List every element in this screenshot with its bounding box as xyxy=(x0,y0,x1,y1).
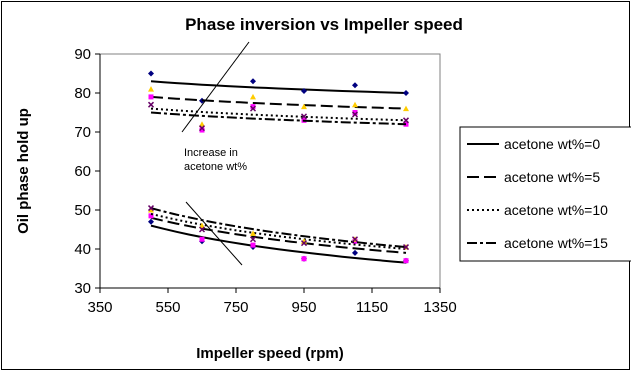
data-point xyxy=(352,101,358,108)
y-tick-label: 70 xyxy=(74,124,91,141)
legend: acetone wt%=0 acetone wt%=5 acetone wt%=10… xyxy=(459,126,631,262)
chart-title: Phase inversion vs Impeller speed xyxy=(185,15,463,34)
trend-line-lower xyxy=(150,212,407,250)
data-point xyxy=(351,236,359,243)
x-tick-label: 350 xyxy=(87,299,112,316)
data-point xyxy=(301,88,307,95)
data-point xyxy=(250,104,256,110)
trend-line-lower xyxy=(150,224,407,264)
chart-marks xyxy=(147,70,410,264)
data-point xyxy=(402,244,410,251)
annotation: Increase in acetone wt% xyxy=(181,41,250,266)
y-axis-label: Oil phase hold up xyxy=(15,108,32,234)
data-point xyxy=(301,103,307,110)
trend-line-upper xyxy=(150,95,407,110)
data-point xyxy=(351,111,359,118)
y-tick-label: 40 xyxy=(74,241,91,258)
data-point xyxy=(199,222,205,229)
trend-line-upper xyxy=(150,80,407,94)
data-point xyxy=(301,256,307,262)
trend-line-lower xyxy=(150,207,407,249)
data-point xyxy=(199,121,205,127)
data-point xyxy=(352,110,358,115)
annotation-arrow-lower xyxy=(185,201,243,266)
data-point xyxy=(148,207,154,213)
data-point xyxy=(148,213,154,219)
data-point xyxy=(403,90,409,96)
data-point xyxy=(300,113,308,120)
legend-label-3: acetone wt%=15 xyxy=(504,235,608,251)
data-point xyxy=(352,82,358,89)
trend-line-upper xyxy=(150,111,407,126)
data-point xyxy=(352,249,358,256)
x-axis-label: Impeller speed (rpm) xyxy=(196,345,344,362)
annotation-text: Increase in acetone wt% xyxy=(184,147,247,173)
data-point xyxy=(249,105,257,112)
data-point xyxy=(198,125,206,132)
x-tick-label: 1350 xyxy=(423,299,456,316)
axes: 30 40 50 60 70 80 90 350 550 750 950 1150 1350 xyxy=(74,46,456,316)
data-point xyxy=(250,78,256,85)
annotation-line: acetone wt% xyxy=(184,161,247,173)
x-tick-label: 750 xyxy=(223,299,248,316)
data-point xyxy=(199,236,205,242)
annotation-line: Increase in xyxy=(184,147,238,159)
data-point xyxy=(147,205,155,212)
y-tick-label: 80 xyxy=(74,85,91,102)
series-1 xyxy=(148,94,409,264)
data-point xyxy=(148,94,154,100)
y-tick-label: 90 xyxy=(74,46,91,63)
x-tick-label: 1150 xyxy=(356,299,388,316)
data-point xyxy=(402,117,410,124)
data-point xyxy=(250,230,256,236)
y-tick-label: 30 xyxy=(74,280,91,297)
trend-line-lower xyxy=(150,216,407,254)
legend-label-2: acetone wt%=10 xyxy=(504,202,608,218)
y-tick-label: 60 xyxy=(74,163,91,180)
data-point xyxy=(198,226,206,233)
data-point xyxy=(148,86,154,92)
data-point xyxy=(148,218,154,225)
data-point xyxy=(199,127,205,133)
data-point xyxy=(250,242,256,248)
data-point xyxy=(148,70,154,77)
legend-label-1: acetone wt%=5 xyxy=(504,169,600,185)
data-point xyxy=(250,93,256,100)
data-point xyxy=(403,105,409,112)
data-point xyxy=(300,240,308,247)
x-tick-label: 950 xyxy=(291,299,316,316)
y-tick-label: 50 xyxy=(74,202,91,219)
series-2 xyxy=(148,86,409,250)
data-point xyxy=(249,236,257,243)
x-tick-label: 550 xyxy=(155,299,180,316)
data-point xyxy=(147,101,155,108)
legend-label-0: acetone wt%=0 xyxy=(504,136,600,152)
legend-box xyxy=(459,126,631,262)
annotation-arrow-upper xyxy=(181,41,250,133)
series-3 xyxy=(147,101,410,251)
data-point xyxy=(403,258,409,264)
